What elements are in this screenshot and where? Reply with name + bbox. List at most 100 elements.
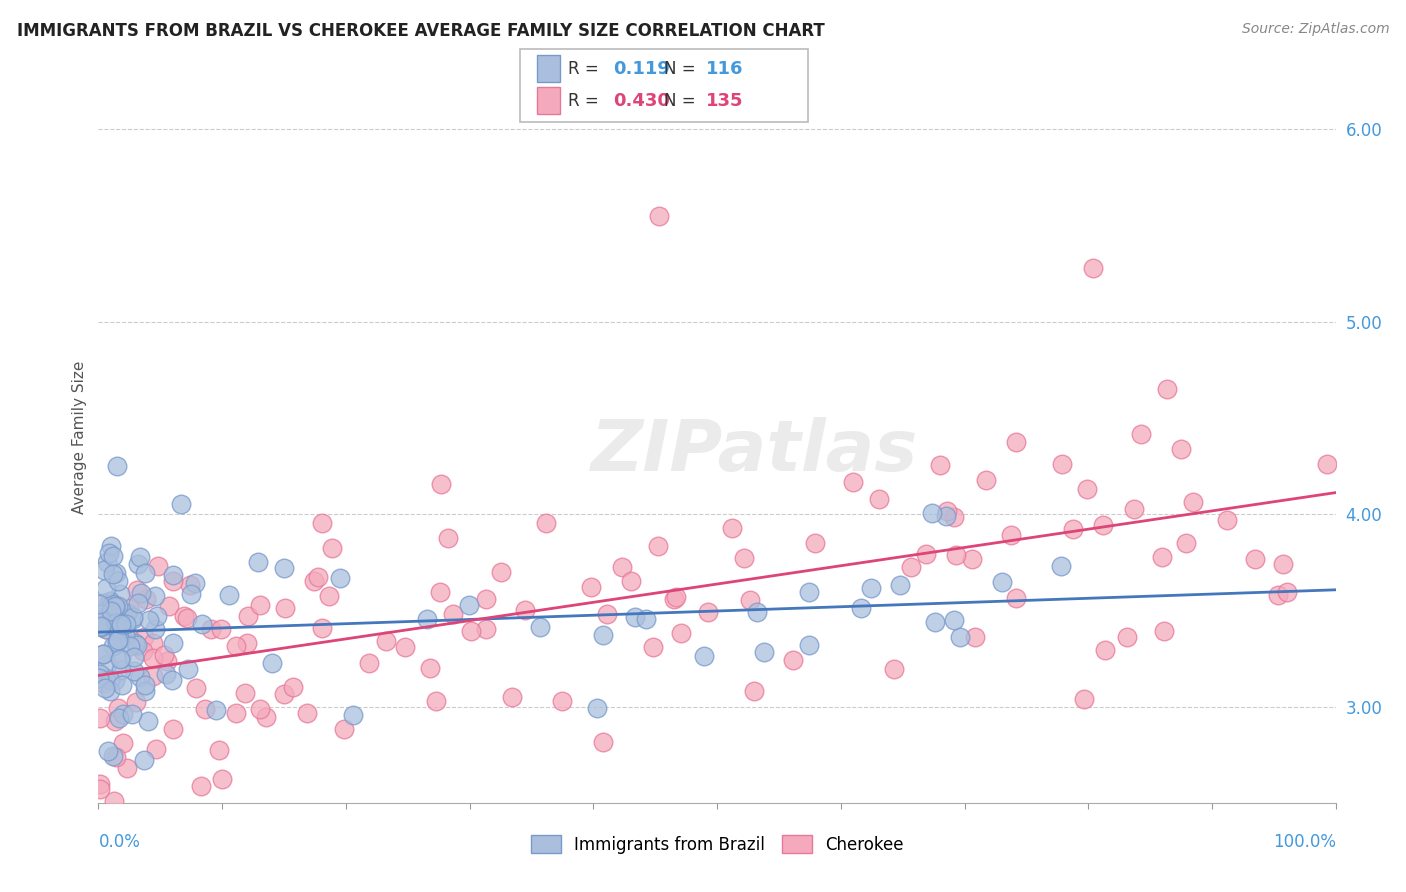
Text: Source: ZipAtlas.com: Source: ZipAtlas.com — [1241, 22, 1389, 37]
Cherokee — [697, 605, 720, 619]
Cherokee — [190, 779, 212, 793]
Immigrants from Brazil — [110, 617, 132, 632]
Immigrants from Brazil — [107, 624, 129, 639]
Cherokee — [93, 604, 115, 618]
Immigrants from Brazil — [585, 700, 607, 714]
Immigrants from Brazil — [101, 549, 124, 563]
Cherokee — [333, 722, 356, 736]
Cherokee — [1005, 591, 1028, 606]
Immigrants from Brazil — [107, 574, 129, 588]
Cherokee — [945, 548, 967, 562]
Immigrants from Brazil — [98, 545, 121, 559]
Text: 135: 135 — [706, 92, 744, 110]
Immigrants from Brazil — [111, 678, 134, 692]
Cherokee — [236, 636, 259, 650]
Immigrants from Brazil — [124, 636, 146, 650]
Cherokee — [89, 777, 111, 791]
Cherokee — [429, 584, 451, 599]
Cherokee — [173, 608, 195, 623]
Cherokee — [103, 714, 125, 728]
Immigrants from Brazil — [110, 664, 132, 678]
Immigrants from Brazil — [134, 678, 156, 692]
Immigrants from Brazil — [87, 597, 110, 611]
Immigrants from Brazil — [98, 673, 121, 687]
Immigrants from Brazil — [100, 604, 122, 618]
Cherokee — [419, 661, 441, 675]
Cherokee — [211, 772, 233, 787]
Text: 0.430: 0.430 — [613, 92, 669, 110]
Cherokee — [1123, 501, 1146, 516]
Immigrants from Brazil — [127, 558, 149, 572]
Cherokee — [647, 539, 669, 553]
Cherokee — [125, 695, 148, 709]
Cherokee — [125, 638, 148, 652]
Cherokee — [534, 516, 557, 530]
Cherokee — [1271, 557, 1294, 571]
Cherokee — [374, 634, 396, 648]
Cherokee — [108, 605, 131, 619]
Immigrants from Brazil — [96, 657, 118, 671]
Cherokee — [321, 541, 343, 556]
Cherokee — [1081, 260, 1104, 275]
Immigrants from Brazil — [104, 615, 127, 630]
Cherokee — [311, 621, 333, 635]
Immigrants from Brazil — [108, 587, 131, 601]
Immigrants from Brazil — [91, 647, 114, 661]
Immigrants from Brazil — [260, 656, 283, 670]
Cherokee — [127, 583, 149, 598]
Text: IMMIGRANTS FROM BRAZIL VS CHEROKEE AVERAGE FAMILY SIZE CORRELATION CHART: IMMIGRANTS FROM BRAZIL VS CHEROKEE AVERA… — [17, 22, 825, 40]
Cherokee — [1076, 482, 1098, 496]
Immigrants from Brazil — [1050, 558, 1073, 573]
Cherokee — [200, 622, 222, 636]
Immigrants from Brazil — [114, 628, 136, 642]
Cherokee — [311, 516, 333, 530]
Cherokee — [1092, 517, 1115, 532]
Cherokee — [100, 596, 122, 610]
Cherokee — [596, 607, 619, 621]
Y-axis label: Average Family Size: Average Family Size — [72, 360, 87, 514]
Immigrants from Brazil — [91, 596, 114, 610]
Immigrants from Brazil — [108, 710, 131, 724]
Cherokee — [1243, 551, 1265, 566]
Immigrants from Brazil — [90, 614, 112, 628]
Cherokee — [943, 510, 966, 524]
Immigrants from Brazil — [170, 497, 193, 511]
Immigrants from Brazil — [115, 606, 138, 620]
Cherokee — [236, 609, 259, 624]
Immigrants from Brazil — [342, 707, 364, 722]
Cherokee — [145, 742, 167, 756]
Cherokee — [900, 560, 922, 574]
Immigrants from Brazil — [115, 617, 138, 632]
Cherokee — [460, 624, 482, 639]
Cherokee — [249, 599, 271, 613]
Cherokee — [664, 590, 686, 604]
Immigrants from Brazil — [101, 566, 124, 581]
Immigrants from Brazil — [104, 614, 127, 628]
Cherokee — [141, 650, 163, 665]
Immigrants from Brazil — [122, 650, 145, 665]
Cherokee — [610, 559, 633, 574]
Cherokee — [208, 743, 231, 757]
Immigrants from Brazil — [247, 555, 270, 569]
Immigrants from Brazil — [205, 703, 228, 717]
Immigrants from Brazil — [623, 610, 645, 624]
Text: 100.0%: 100.0% — [1272, 833, 1336, 851]
Cherokee — [581, 580, 603, 594]
Cherokee — [915, 547, 938, 561]
Text: ZIPatlas: ZIPatlas — [591, 417, 918, 486]
Cherokee — [475, 592, 498, 607]
Cherokee — [1129, 426, 1152, 441]
Immigrants from Brazil — [98, 684, 121, 698]
Immigrants from Brazil — [122, 665, 145, 679]
Cherokee — [115, 761, 138, 775]
Immigrants from Brazil — [132, 754, 155, 768]
Cherokee — [225, 706, 247, 721]
Cherokee — [929, 458, 952, 472]
Immigrants from Brazil — [105, 635, 128, 649]
Cherokee — [489, 566, 512, 580]
Cherokee — [1062, 522, 1084, 536]
Immigrants from Brazil — [634, 612, 657, 626]
Immigrants from Brazil — [146, 608, 169, 623]
Cherokee — [1005, 435, 1028, 450]
Immigrants from Brazil — [97, 617, 120, 632]
